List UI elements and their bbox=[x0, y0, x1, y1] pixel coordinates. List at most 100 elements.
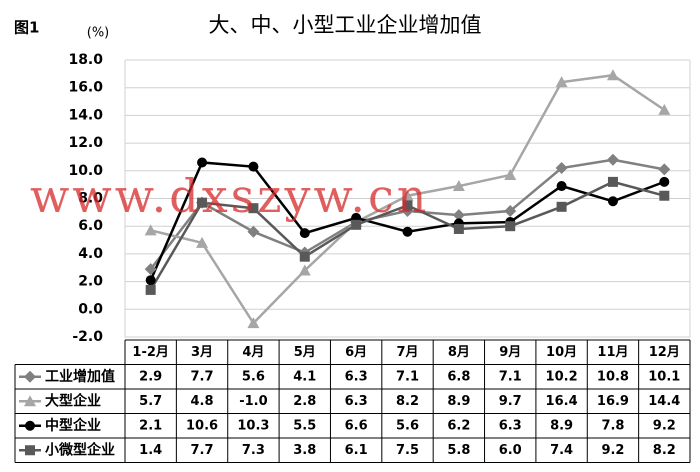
x-tick-label: 11月 bbox=[597, 345, 628, 360]
table-value: 3.8 bbox=[293, 443, 316, 458]
x-tick-label: 3月 bbox=[191, 345, 213, 360]
marker bbox=[607, 176, 618, 187]
table-value: 1.4 bbox=[139, 443, 162, 458]
table-value: 6.3 bbox=[345, 394, 368, 409]
y-tick-label: 12.0 bbox=[68, 135, 103, 151]
marker bbox=[299, 228, 310, 239]
marker bbox=[556, 201, 567, 212]
x-tick-label: 1-2月 bbox=[132, 345, 169, 360]
table-value: 7.1 bbox=[396, 369, 419, 384]
table-value: 8.2 bbox=[396, 394, 419, 409]
marker bbox=[658, 103, 671, 115]
x-tick-label: 6月 bbox=[345, 345, 367, 360]
marker bbox=[555, 162, 568, 175]
marker bbox=[144, 263, 157, 276]
x-tick-label: 10月 bbox=[546, 345, 577, 360]
table-value: 7.5 bbox=[396, 443, 419, 458]
marker bbox=[248, 161, 259, 172]
table-value: 8.9 bbox=[550, 418, 573, 433]
x-tick-label: 8月 bbox=[448, 345, 470, 360]
marker bbox=[145, 275, 156, 286]
marker bbox=[144, 224, 157, 236]
x-tick-label: 7月 bbox=[396, 345, 418, 360]
marker bbox=[248, 203, 259, 214]
marker bbox=[606, 69, 619, 81]
legend-marker bbox=[25, 420, 35, 431]
marker bbox=[504, 168, 517, 180]
legend-label: 小微型企业 bbox=[45, 441, 115, 458]
table-value: 8.2 bbox=[653, 443, 676, 458]
table-value: 5.6 bbox=[242, 369, 265, 384]
table-value: 10.8 bbox=[597, 369, 629, 384]
marker bbox=[607, 196, 618, 207]
table-value: 2.9 bbox=[139, 369, 162, 384]
table-value: 10.2 bbox=[546, 369, 578, 384]
table-value: 9.7 bbox=[499, 394, 522, 409]
table-value: 6.8 bbox=[447, 369, 470, 384]
marker bbox=[298, 264, 311, 276]
table-value: 7.1 bbox=[499, 369, 522, 384]
marker bbox=[504, 204, 517, 217]
y-tick-label: 6.0 bbox=[78, 218, 103, 234]
y-tick-label: -2.0 bbox=[72, 329, 103, 345]
marker bbox=[197, 157, 208, 168]
table-value: 5.5 bbox=[293, 418, 316, 433]
y-tick-label: 0.0 bbox=[78, 301, 103, 317]
table-value: 2.1 bbox=[139, 418, 162, 433]
table-value: 16.4 bbox=[546, 394, 578, 409]
table-value: 9.2 bbox=[653, 418, 676, 433]
marker bbox=[196, 236, 209, 248]
chart-title: 大、中、小型工业企业增加值 bbox=[209, 13, 482, 37]
marker bbox=[453, 223, 464, 234]
y-tick-label: 10.0 bbox=[68, 163, 103, 179]
y-tick-label: 14.0 bbox=[68, 107, 103, 123]
table-value: 10.3 bbox=[237, 418, 269, 433]
table-value: 6.2 bbox=[447, 418, 470, 433]
table-value: 7.7 bbox=[191, 443, 214, 458]
y-tick-label: 16.0 bbox=[68, 80, 103, 96]
table-value: 6.0 bbox=[499, 443, 522, 458]
marker bbox=[452, 180, 465, 192]
table-value: 10.1 bbox=[648, 369, 680, 384]
legend-marker bbox=[24, 370, 36, 383]
table-value: 6.1 bbox=[345, 443, 368, 458]
marker bbox=[299, 251, 310, 262]
marker bbox=[351, 219, 362, 230]
figure-label: 图1 bbox=[14, 19, 39, 37]
y-tick-label: 18.0 bbox=[68, 52, 103, 68]
plot: -2.0 0.0 2.0 4.0 6.0 8.0 10.0 12.0 14.0 16.0 18.0 1… bbox=[14, 52, 691, 463]
y-unit: (%) bbox=[87, 26, 110, 41]
marker bbox=[247, 317, 260, 329]
table-value: 16.9 bbox=[597, 394, 629, 409]
marker bbox=[401, 189, 414, 201]
marker bbox=[247, 225, 260, 238]
table-value: 6.3 bbox=[345, 369, 368, 384]
legend-marker bbox=[25, 445, 35, 456]
marker bbox=[556, 181, 567, 192]
marker bbox=[402, 200, 413, 211]
table-value: 5.6 bbox=[396, 418, 419, 433]
table-value: 5.8 bbox=[447, 443, 470, 458]
table-value: 6.3 bbox=[499, 418, 522, 433]
legend-label: 大型企业 bbox=[45, 392, 101, 409]
marker bbox=[659, 190, 670, 201]
legend-marker bbox=[24, 395, 36, 407]
table-value: 4.8 bbox=[191, 394, 214, 409]
table-value: 5.7 bbox=[139, 394, 162, 409]
y-tick-label: 4.0 bbox=[78, 246, 103, 262]
table-value: 7.7 bbox=[191, 369, 214, 384]
table-value: 14.4 bbox=[648, 394, 680, 409]
x-tick-label: 12月 bbox=[649, 345, 680, 360]
table-value: 7.8 bbox=[601, 418, 624, 433]
table-value: 4.1 bbox=[293, 369, 316, 384]
table-value: 8.9 bbox=[447, 394, 470, 409]
legend-label: 中型企业 bbox=[45, 417, 101, 434]
table-value: 7.3 bbox=[242, 443, 265, 458]
legend-label: 工业增加值 bbox=[45, 368, 115, 385]
x-tick-label: 4月 bbox=[242, 345, 264, 360]
x-tick-label: 9月 bbox=[499, 345, 521, 360]
table-value: 10.6 bbox=[186, 418, 218, 433]
table-value: 6.6 bbox=[345, 418, 368, 433]
marker bbox=[658, 163, 671, 176]
table-value: 2.8 bbox=[293, 394, 316, 409]
